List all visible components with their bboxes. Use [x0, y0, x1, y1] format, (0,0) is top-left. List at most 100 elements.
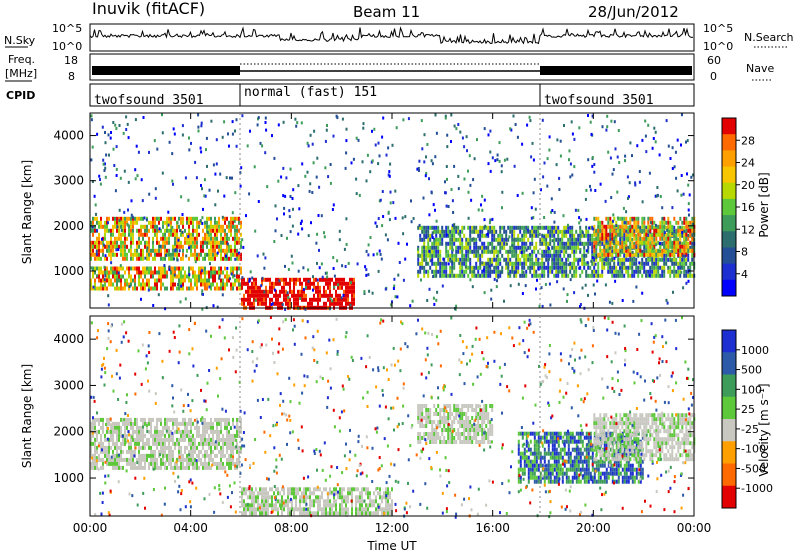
data-cell	[513, 250, 515, 254]
data-cell	[232, 422, 234, 426]
data-cell	[533, 274, 535, 278]
data-cell	[208, 446, 210, 450]
data-cell	[198, 271, 200, 275]
data-cell	[441, 270, 443, 274]
data-cell	[615, 274, 617, 278]
data-cell	[503, 246, 505, 250]
data-cell	[633, 245, 635, 249]
data-cell	[100, 267, 102, 271]
data-cell	[128, 462, 130, 466]
data-cell	[561, 230, 563, 234]
data-cell	[196, 446, 198, 450]
data-cell	[184, 458, 186, 462]
data-cell	[267, 495, 269, 499]
data-cell	[432, 275, 434, 278]
data-cell	[341, 511, 343, 515]
data-cell	[156, 241, 158, 245]
data-cell	[309, 503, 311, 507]
data-cell	[477, 270, 479, 274]
data-cell	[649, 274, 651, 277]
data-cell	[661, 274, 663, 278]
data-cell	[548, 247, 550, 250]
data-cell	[196, 217, 198, 221]
data-cell	[273, 503, 275, 507]
data-cell	[271, 503, 273, 507]
data-cell	[152, 418, 154, 422]
data-cell	[357, 499, 359, 503]
data-cell	[136, 442, 138, 446]
data-cell	[218, 267, 220, 271]
data-cell	[282, 167, 284, 170]
data-cell	[275, 278, 277, 282]
data-cell	[190, 450, 192, 454]
data-cell	[545, 254, 547, 258]
data-cell	[689, 233, 691, 237]
data-cell	[124, 245, 126, 249]
data-cell	[618, 161, 620, 164]
data-cell	[204, 462, 206, 466]
data-cell	[300, 222, 302, 225]
data-cell	[355, 507, 357, 511]
data-cell	[325, 487, 327, 491]
data-cell	[508, 235, 510, 238]
data-cell	[166, 271, 168, 275]
data-cell	[499, 242, 501, 246]
data-cell	[184, 275, 186, 279]
data-cell	[202, 237, 204, 241]
data-cell	[162, 438, 164, 442]
data-cell	[247, 298, 249, 302]
data-cell	[251, 302, 253, 306]
data-cell	[649, 245, 651, 249]
data-cell	[431, 262, 433, 266]
data-cell	[590, 189, 592, 192]
data-cell	[212, 283, 214, 287]
data-cell	[587, 294, 589, 297]
data-cell	[192, 217, 194, 221]
data-cell	[491, 258, 493, 262]
data-cell	[603, 237, 605, 241]
data-cell	[553, 242, 555, 246]
data-cell	[222, 293, 224, 296]
data-cell	[617, 258, 619, 262]
data-cell	[645, 270, 647, 274]
data-cell	[182, 430, 184, 434]
data-cell	[675, 151, 677, 154]
data-cell	[96, 418, 98, 422]
data-cell	[631, 241, 633, 245]
data-cell	[463, 226, 465, 230]
data-cell	[277, 298, 279, 302]
data-cell	[673, 233, 675, 237]
data-cell	[116, 229, 118, 233]
data-cell	[565, 246, 567, 250]
data-cell	[509, 250, 511, 254]
data-cell	[136, 287, 138, 291]
data-cell	[597, 229, 599, 233]
data-cell	[277, 491, 279, 495]
data-cell	[164, 434, 166, 438]
data-cell	[390, 201, 392, 204]
data-cell	[186, 241, 188, 245]
data-cell	[130, 233, 132, 237]
data-cell	[214, 241, 216, 245]
data-cell	[293, 511, 295, 515]
data-cell	[396, 126, 398, 129]
data-cell	[641, 253, 643, 257]
data-cell	[112, 450, 114, 454]
data-cell	[253, 503, 255, 507]
data-cell	[110, 462, 112, 466]
data-cell	[402, 216, 404, 219]
data-cell	[667, 217, 669, 221]
data-cell	[691, 242, 693, 246]
data-cell	[553, 221, 555, 224]
data-cell	[591, 238, 593, 242]
data-cell	[192, 225, 194, 229]
data-cell	[451, 234, 453, 238]
data-cell	[102, 275, 104, 279]
data-cell	[224, 426, 226, 430]
data-cell	[176, 267, 178, 271]
data-cell	[290, 168, 292, 171]
data-cell	[158, 253, 160, 257]
data-cell	[681, 262, 683, 266]
data-cell	[342, 118, 344, 121]
data-cell	[557, 226, 559, 230]
